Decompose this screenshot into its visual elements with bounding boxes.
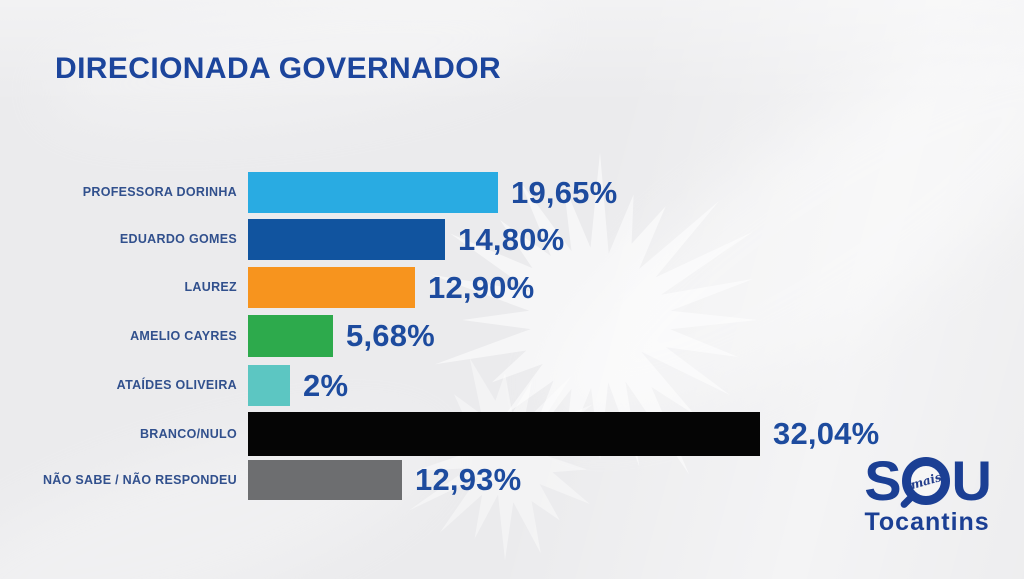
category-label: ATAÍDES OLIVEIRA <box>116 378 237 392</box>
bar-row: LAUREZ 12,90% <box>0 267 1024 308</box>
bar <box>248 412 760 456</box>
bar <box>248 460 402 500</box>
value-label: 2% <box>303 368 349 403</box>
value-label: 19,65% <box>511 175 618 210</box>
bar-row: NÃO SABE / NÃO RESPONDEU 12,93% <box>0 460 1024 500</box>
category-label: LAUREZ <box>184 280 237 294</box>
logo-letter-u: U <box>951 449 992 512</box>
magnifier-handle-icon <box>898 491 917 510</box>
logo-letter-s: S <box>864 449 901 512</box>
value-label: 12,93% <box>415 462 522 497</box>
bar-row: EDUARDO GOMES 14,80% <box>0 219 1024 260</box>
logo-wordmark: Tocantins <box>864 508 990 536</box>
value-label: 5,68% <box>346 318 435 353</box>
bar-row: AMELIO CAYRES 5,68% <box>0 315 1024 357</box>
bar <box>248 365 290 406</box>
bar <box>248 172 498 213</box>
bar-row: BRANCO/NULO 32,04% <box>0 412 1024 456</box>
flag-fold-highlight <box>42 0 558 130</box>
flag-fold-highlight <box>548 33 1024 427</box>
sun-starburst-icon <box>430 152 758 475</box>
sou-tocantins-logo: S mais U Tocantins <box>864 449 992 536</box>
category-label: PROFESSORA DORINHA <box>82 185 237 199</box>
sun-starburst-icon <box>396 358 612 561</box>
category-label: AMELIO CAYRES <box>130 329 237 343</box>
category-label: NÃO SABE / NÃO RESPONDEU <box>42 473 237 487</box>
bar <box>248 219 445 260</box>
bar <box>248 267 415 308</box>
bar-row: ATAÍDES OLIVEIRA 2% <box>0 365 1024 406</box>
logo-sou-line: S mais U <box>864 449 992 512</box>
value-label: 12,90% <box>428 270 535 305</box>
logo-lens-word: mais <box>908 469 943 493</box>
category-label: BRANCO/NULO <box>139 427 237 441</box>
category-label: EDUARDO GOMES <box>119 232 237 246</box>
bar <box>248 315 333 357</box>
page-title: DIRECIONADA GOVERNADOR <box>55 52 502 85</box>
value-label: 14,80% <box>458 222 565 257</box>
value-label: 32,04% <box>773 416 880 451</box>
magnifier-lens-icon: mais <box>898 457 950 510</box>
bar-row: PROFESSORA DORINHA 19,65% <box>0 172 1024 213</box>
